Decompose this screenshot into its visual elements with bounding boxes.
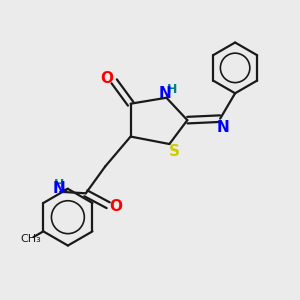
Text: N: N bbox=[217, 119, 230, 134]
Text: N: N bbox=[159, 86, 171, 101]
Text: H: H bbox=[54, 178, 64, 191]
Text: S: S bbox=[168, 144, 179, 159]
Text: CH₃: CH₃ bbox=[20, 234, 41, 244]
Text: O: O bbox=[109, 199, 122, 214]
Text: O: O bbox=[100, 71, 113, 86]
Text: H: H bbox=[167, 83, 177, 96]
Text: N: N bbox=[52, 181, 65, 196]
